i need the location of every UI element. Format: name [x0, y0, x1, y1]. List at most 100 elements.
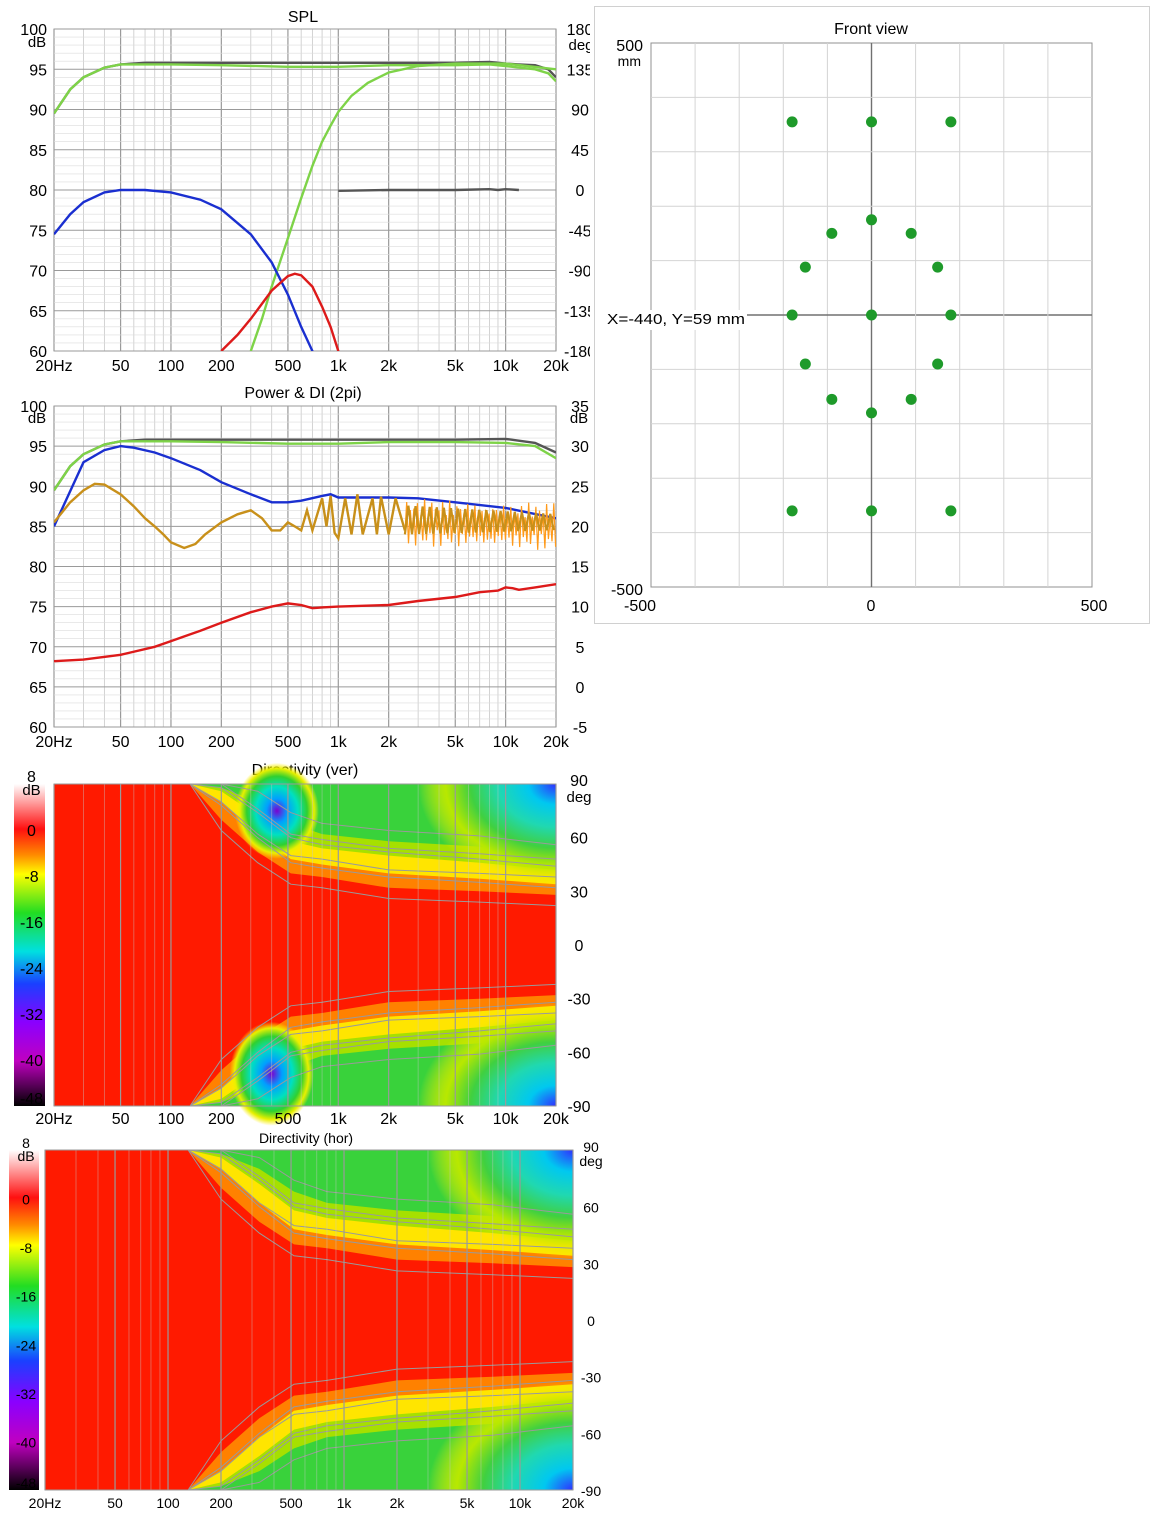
mic-position-point — [945, 309, 957, 321]
dh-contour-line — [188, 1149, 574, 1215]
front-view-x-right: 500 — [1081, 598, 1108, 615]
dh-scale-tick: -48 — [16, 1475, 36, 1491]
dv-frame — [53, 783, 557, 1107]
power-y-tick-left: 80 — [29, 560, 47, 577]
front-view-chart: Front view 500 mm -500 -500 0 500 X=-440… — [607, 21, 1108, 615]
power-x-tick: 500 — [275, 734, 302, 751]
power-y-tick-left: 100 — [20, 399, 47, 416]
dv-corner-bottom — [418, 1002, 556, 1106]
spl-x-tick: 10k — [493, 358, 520, 375]
dh-scale-tick: -24 — [16, 1337, 36, 1353]
dv-scale-tick: -24 — [20, 961, 43, 978]
dv-x-tick: 2k — [380, 1111, 398, 1128]
spl-chart: SPL dB deg 100 95 90 85 80 75 70 65 60 180 135 90 4… — [20, 9, 596, 375]
dv-x-tick: 50 — [112, 1111, 130, 1128]
dv-x-tick: 100 — [158, 1111, 185, 1128]
front-view-panel: Front view 500 mm -500 -500 0 500 X=-440… — [594, 6, 1150, 624]
dv-y-tick-right: 60 — [570, 831, 588, 848]
dh-y-tick-right: -30 — [581, 1370, 601, 1386]
dh-x-tick: 500 — [279, 1495, 303, 1511]
spl-x-tick: 20Hz — [35, 358, 72, 375]
dh-scale-tick: -16 — [16, 1289, 36, 1305]
mic-position-point — [945, 505, 957, 517]
dv-contour-line — [189, 1012, 557, 1107]
dh-x-tick: 10k — [509, 1495, 533, 1511]
power-y-tick-right: 5 — [576, 640, 585, 657]
directivity-ver-chart: Directivity (ver) 80-8-16-24-32-40-48dB … — [14, 762, 592, 1128]
power-x-tick: 10k — [493, 734, 520, 751]
dh-contour-line — [188, 1149, 574, 1230]
dv-y-tick-right: 0 — [575, 938, 584, 955]
power-y-tick-right: -5 — [573, 720, 587, 737]
spl-x-tick: 5k — [447, 358, 465, 375]
spl-title: SPL — [288, 9, 318, 26]
dh-y-tick-right: 60 — [583, 1200, 599, 1216]
spl-x-tick: 50 — [112, 358, 130, 375]
power-x-tick: 100 — [158, 734, 185, 751]
dv-color-scale — [14, 784, 45, 1106]
dh-contour-line — [187, 1149, 574, 1261]
spl-y-tick-left: 90 — [29, 103, 47, 120]
dv-scale-tick: -16 — [20, 915, 43, 932]
dh-x-tick: 2k — [390, 1495, 406, 1511]
dv-y-tick-right: -30 — [567, 992, 590, 1009]
power-y-tick-left: 60 — [29, 720, 47, 737]
directivity-hor-panel: Directivity (hor) 8 0 -8 -16 -24 -32 -40 -48 dB … — [0, 1128, 606, 1512]
mic-position-point — [905, 393, 917, 405]
spl-y-tick-right: 180 — [567, 22, 590, 39]
dh-scale-unit: dB — [17, 1148, 34, 1164]
spl-panel: SPL dB deg 100 95 90 85 80 75 70 65 60 180 135 90 4… — [0, 0, 596, 378]
power-y-tick-right: 10 — [571, 600, 589, 617]
dv-y-tick-right: -60 — [567, 1045, 590, 1062]
dh-scale-tick: -8 — [20, 1240, 33, 1256]
dv-contour-line — [189, 1023, 557, 1107]
dv-contour-line — [189, 783, 557, 878]
dv-x-tick: 1k — [330, 1111, 348, 1128]
dv-x-tick: 20k — [543, 1111, 570, 1128]
dh-scale-tick: 0 — [22, 1192, 30, 1208]
power-series-line — [54, 482, 407, 550]
dv-contour-line — [189, 783, 557, 889]
power-y-tick-right: 35 — [571, 399, 589, 416]
dv-contour-line — [189, 983, 557, 1107]
dh-contour-line — [187, 1379, 574, 1491]
power-x-tick: 50 — [112, 734, 130, 751]
dh-corner-top — [427, 1150, 573, 1259]
spl-y-tick-right: -180 — [564, 344, 590, 361]
spl-series-line — [220, 272, 340, 351]
spl-x-tick: 2k — [380, 358, 398, 375]
spl-y-tick-right: 90 — [571, 103, 589, 120]
mic-position-point — [866, 214, 877, 226]
power-y-tick-left: 65 — [29, 680, 47, 697]
mic-position-point — [932, 358, 944, 370]
power-y-tick-right: 25 — [571, 479, 589, 496]
spl-y-tick-left: 75 — [29, 223, 47, 240]
dh-x-tick: 5k — [460, 1495, 476, 1511]
front-view-title: Front view — [834, 21, 908, 38]
directivity-ver-unit-right: deg — [566, 789, 591, 806]
spl-x-tick: 1k — [330, 358, 348, 375]
power-title: Power & DI (2pi) — [244, 385, 361, 402]
dh-y-tick-right: 90 — [583, 1139, 599, 1155]
spl-x-tick: 100 — [158, 358, 185, 375]
mic-position-point — [905, 227, 917, 239]
dh-scale-tick: -40 — [16, 1434, 36, 1450]
dv-x-tick: 10k — [493, 1111, 520, 1128]
dv-contour-line — [190, 783, 557, 846]
dh-scale-tick: -32 — [16, 1386, 36, 1402]
dv-scale-tick: 8 — [27, 769, 36, 786]
spl-series-line — [54, 63, 556, 115]
dh-y-tick-right: 0 — [587, 1313, 595, 1329]
dh-contour-line — [188, 1402, 574, 1491]
spl-y-tick-right: -135 — [564, 304, 590, 321]
spl-x-tick: 200 — [208, 358, 235, 375]
dh-y-tick-right: -60 — [581, 1426, 601, 1442]
dv-scale-tick: -8 — [24, 869, 38, 886]
dv-contour-line — [189, 783, 557, 867]
cursor-readout: X=-440, Y=59 mm — [607, 311, 745, 328]
spl-y-unit-right: deg — [568, 37, 590, 54]
power-series-line — [54, 440, 556, 491]
dv-y-tick-right: -90 — [567, 1099, 590, 1116]
front-view-x-left: -500 — [624, 598, 656, 615]
power-y-tick-left: 70 — [29, 640, 47, 657]
